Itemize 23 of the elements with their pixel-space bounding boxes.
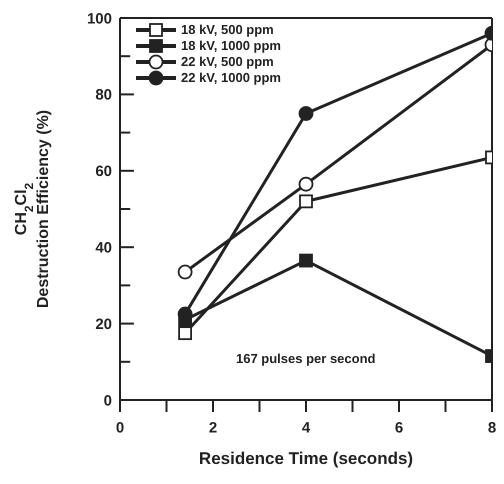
y-tick-label: 0: [104, 392, 112, 410]
point: [178, 264, 192, 280]
x-axis-title: Residence Time (seconds): [198, 449, 414, 468]
legend-label: 22 kV, 1000 ppm: [181, 70, 281, 86]
y-tick-label: 100: [86, 10, 112, 28]
point: [299, 254, 313, 268]
legend-label: 18 kV, 1000 ppm: [181, 38, 281, 54]
x-tick-label: 0: [116, 420, 124, 437]
x-tick-label: 2: [208, 420, 218, 437]
y-tick-label: 40: [95, 240, 112, 257]
point: [299, 194, 313, 208]
y-tick-label: 80: [95, 86, 112, 104]
legend-label: 18 kV, 500 ppm: [181, 22, 274, 38]
y-tick-label: 60: [95, 163, 112, 180]
x-tick-label: 8: [488, 420, 496, 437]
annotation: 167 pulses per second: [236, 351, 376, 366]
x-tick-label: 6: [394, 420, 404, 437]
y-tick-label: 20: [95, 316, 112, 333]
legend-label: 22 kV, 500 ppm: [181, 54, 274, 70]
x-tick-label: 4: [302, 420, 311, 437]
point: [178, 326, 192, 340]
point: [298, 176, 314, 192]
point: [298, 106, 314, 121]
